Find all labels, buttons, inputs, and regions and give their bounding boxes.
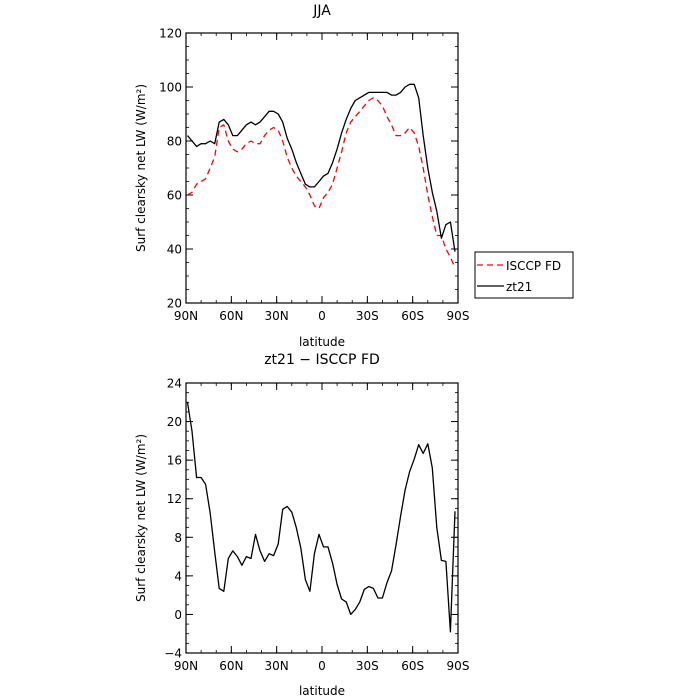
bottom-y-axis-label: Surf clearsky net LW (W/m²)	[134, 434, 148, 602]
bottom-chart-title: zt21 − ISCCP FD	[264, 352, 380, 368]
bottom-series-line-0	[186, 402, 456, 633]
top-chart-title: JJA	[312, 3, 331, 19]
bottom-x-tick-label: 90S	[447, 659, 470, 673]
top-series-line-zt21	[187, 83, 456, 252]
legend-label-zt21: zt21	[506, 280, 532, 294]
bottom-y-tick-label: 20	[167, 415, 182, 429]
bottom-y-tick-label: 24	[167, 377, 182, 391]
top-y-ticks: 20 40 60 80 100 120	[159, 27, 458, 311]
top-y-tick-label: 100	[159, 81, 182, 95]
bottom-x-tick-label: 0	[318, 659, 326, 673]
top-y-tick-label: 60	[167, 189, 182, 203]
bottom-x-tick-label: 30N	[265, 659, 289, 673]
top-x-tick-label: 0	[318, 309, 326, 323]
bottom-y-tick-label: 12	[167, 492, 182, 506]
top-y-tick-label: 20	[167, 297, 182, 311]
bottom-y-tick-label: 8	[174, 531, 182, 545]
top-x-axis-label: latitude	[299, 335, 345, 349]
bottom-y-ticks: −4 0 4 8 12 16 20 24	[164, 377, 458, 661]
bottom-y-tick-label: 0	[174, 608, 182, 622]
legend-label-isccp: ISCCP FD	[506, 259, 561, 273]
top-x-tick-label: 60N	[219, 309, 243, 323]
bottom-x-tick-label: 60N	[219, 659, 243, 673]
bottom-plot-frame	[185, 382, 459, 654]
top-x-tick-label: 90S	[447, 309, 470, 323]
bottom-y-tick-label: 4	[174, 569, 182, 583]
top-y-axis-label: Surf clearsky net LW (W/m²)	[134, 84, 148, 252]
legend: ISCCP FD zt21	[474, 251, 574, 299]
top-x-tick-label: 30N	[265, 309, 289, 323]
top-x-tick-label: 30S	[356, 309, 379, 323]
bottom-x-tick-label: 90N	[174, 659, 198, 673]
top-y-tick-label: 120	[159, 27, 182, 41]
top-x-tick-label: 60S	[401, 309, 424, 323]
bottom-lines	[186, 402, 456, 633]
top-plot-frame	[185, 32, 459, 304]
top-y-tick-label: 80	[167, 135, 182, 149]
top-y-tick-label: 40	[167, 243, 182, 257]
top-x-ticks: 90N 60N 30N 0 30S 60S 90S	[174, 33, 470, 323]
top-x-tick-label: 90N	[174, 309, 198, 323]
top-lines	[187, 83, 456, 269]
bottom-x-tick-label: 60S	[401, 659, 424, 673]
bottom-panel: zt21 − ISCCP FD Surf clearsky net LW (W/…	[134, 352, 469, 698]
bottom-x-tick-label: 30S	[356, 659, 379, 673]
bottom-y-tick-label: 16	[167, 454, 182, 468]
top-panel: JJA Surf clearsky net LW (W/m²) latitude…	[134, 3, 469, 349]
bottom-x-axis-label: latitude	[299, 684, 345, 698]
top-series-line-isccp-fd	[187, 97, 456, 269]
bottom-y-tick-label: −4	[164, 647, 182, 661]
bottom-x-ticks: 90N 60N 30N 0 30S 60S 90S	[174, 383, 470, 673]
legend-box	[474, 251, 574, 299]
